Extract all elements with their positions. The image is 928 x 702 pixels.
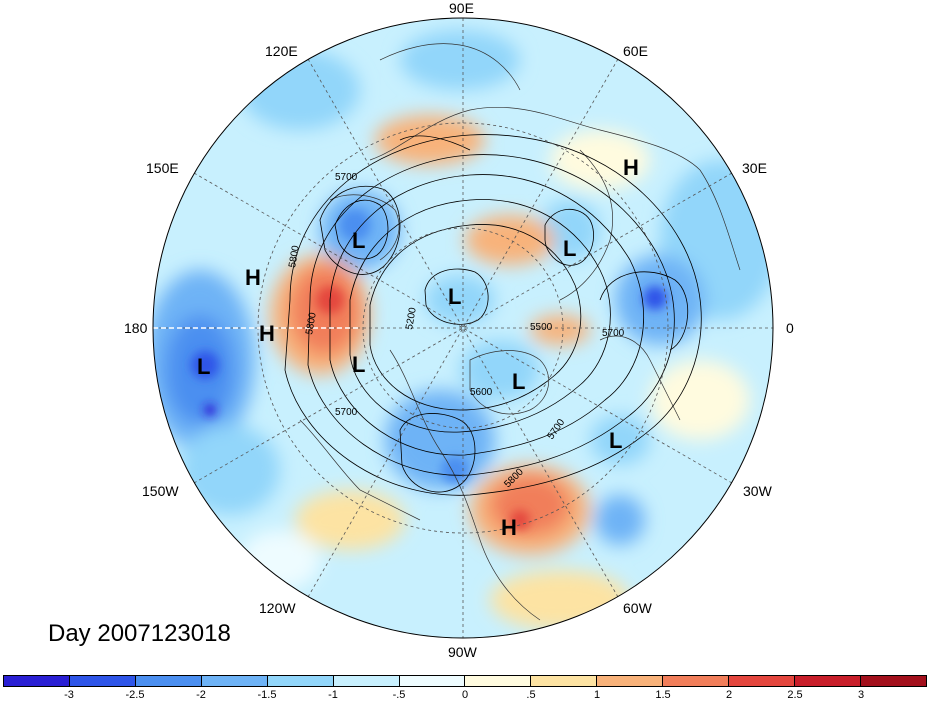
colorbar-swatch bbox=[135, 676, 202, 686]
high-center-west-atlantic: H bbox=[501, 515, 517, 540]
low-center-north-pacific: L bbox=[197, 354, 210, 379]
colorbar-swatch bbox=[333, 676, 400, 686]
day-label: Day 2007123018 bbox=[48, 620, 231, 647]
contour-label: 5700 bbox=[335, 172, 358, 183]
lon-label-90w: 90W bbox=[448, 644, 477, 660]
colorbar-tick-label: -3 bbox=[64, 689, 74, 701]
low-center-alaska: L bbox=[352, 352, 365, 377]
contour-label: 5700 bbox=[602, 328, 625, 339]
contour-label: 5600 bbox=[470, 387, 493, 398]
colorbar-tick-label: 2.5 bbox=[787, 689, 803, 701]
contour-label: 5200 bbox=[404, 306, 419, 330]
colorbar-tick-label: -2.5 bbox=[125, 689, 145, 701]
height-contours bbox=[284, 134, 702, 496]
colorbar-swatch bbox=[860, 676, 926, 686]
high-center-dateline: H bbox=[259, 321, 275, 346]
lon-label-30w: 30W bbox=[743, 483, 772, 499]
colorbar-tick-label: 0 bbox=[461, 689, 469, 701]
colorbar-tick-label: 1 bbox=[593, 689, 601, 701]
colorbar-swatch bbox=[531, 676, 598, 686]
colorbar bbox=[3, 675, 927, 687]
contour-label: 5800 bbox=[287, 244, 302, 268]
colorbar-swatch bbox=[465, 676, 532, 686]
pressure-centers: H L L H H L L L L L H bbox=[197, 155, 639, 540]
lon-label-30e: 30E bbox=[742, 160, 767, 176]
lon-label-150w: 150W bbox=[142, 483, 179, 499]
lon-label-120e: 120E bbox=[265, 43, 298, 59]
colorbar-swatch bbox=[795, 676, 861, 686]
contour-label: 5800 bbox=[304, 311, 319, 335]
colorbar-swatch bbox=[597, 676, 664, 686]
colorbar-swatch bbox=[267, 676, 334, 686]
colorbar-tick-label: -2 bbox=[196, 689, 206, 701]
colorbar-swatch bbox=[201, 676, 268, 686]
low-center-greenland: L bbox=[512, 369, 525, 394]
low-center-pole: L bbox=[448, 284, 461, 309]
polar-stereographic-map: 5700 5800 5800 5200 5500 5700 5600 5700 … bbox=[152, 17, 774, 639]
colorbar-tick-label: -.5 bbox=[392, 689, 406, 701]
colorbar-tick-label: 3 bbox=[857, 689, 865, 701]
lon-label-60e: 60E bbox=[623, 43, 648, 59]
low-center-north-atlantic: L bbox=[609, 428, 622, 453]
map-boundary bbox=[152, 17, 774, 639]
lon-label-0: 0 bbox=[786, 320, 794, 336]
lon-label-60w: 60W bbox=[623, 600, 652, 616]
low-center-ural: L bbox=[563, 236, 576, 261]
lon-label-150e: 150E bbox=[146, 160, 179, 176]
lon-label-180: 180 bbox=[124, 320, 148, 336]
colorbar-tick-label: -1.5 bbox=[257, 689, 277, 701]
high-center-east-asia: H bbox=[623, 155, 639, 180]
colorbar-tick-label: 1.5 bbox=[655, 689, 671, 701]
colorbar-tick-label: -1 bbox=[328, 689, 338, 701]
contour-label: 5700 bbox=[335, 407, 358, 418]
high-center-west-pacific: H bbox=[245, 265, 261, 290]
contour-label: 5500 bbox=[530, 322, 553, 333]
colorbar-swatch bbox=[399, 676, 466, 686]
colorbar-swatch bbox=[663, 676, 730, 686]
colorbar-swatch bbox=[729, 676, 796, 686]
lon-label-120w: 120W bbox=[259, 600, 296, 616]
colorbar-tick-label: 2 bbox=[725, 689, 733, 701]
colorbar-swatch bbox=[69, 676, 136, 686]
lon-label-90e: 90E bbox=[449, 0, 474, 16]
colorbar-tick-label: .5 bbox=[526, 689, 536, 701]
colorbar-swatch bbox=[4, 676, 70, 686]
low-center-east-siberia: L bbox=[352, 228, 365, 253]
